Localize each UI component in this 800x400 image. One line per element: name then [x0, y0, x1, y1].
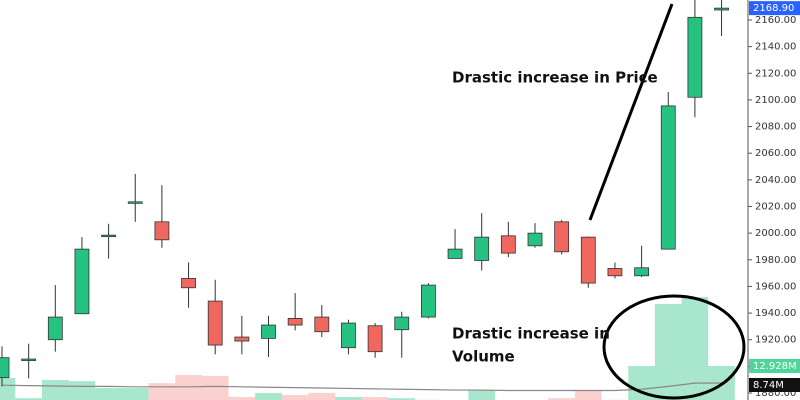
volume-bar: [255, 392, 282, 400]
candle-body: [261, 324, 276, 339]
candle-body: [47, 316, 63, 341]
candle-body: [234, 336, 250, 342]
candle-body: [207, 300, 223, 346]
value-tag-bg: [749, 1, 800, 16]
y-tick-label: 2080.00: [755, 122, 796, 133]
candle-body: [287, 318, 303, 326]
candle-body: [634, 267, 649, 277]
volume-bar: [121, 388, 149, 400]
y-axis: 2160.00 2140.00 2120.00 2100.00 2080.00 2060.…: [748, 15, 796, 399]
y-tick-label: 1980.00: [755, 255, 796, 266]
volume-bar: [228, 396, 256, 400]
y-tick-label: 1940.00: [755, 308, 796, 319]
volume-bar: [388, 398, 416, 400]
y-tick-label: 1880.00: [755, 388, 796, 399]
volume-bar: [654, 303, 682, 400]
y-tick-label: 2140.00: [755, 42, 796, 53]
y-tick-label: 1960.00: [755, 281, 796, 292]
volume-bar: [0, 377, 16, 400]
candle-layer: [0, 0, 729, 387]
candle-body: [127, 201, 143, 204]
annotation: Drastic increase in Price: [452, 69, 658, 87]
candle-body: [660, 105, 676, 250]
volume-bar: [68, 381, 96, 400]
candle-body: [341, 322, 356, 349]
value-tag-bg: [749, 377, 800, 392]
candle-body: [74, 248, 90, 315]
value-tag-bg: [749, 358, 800, 373]
candle-body: [447, 248, 463, 259]
volume-bar: [574, 390, 602, 400]
volume-bar: [15, 398, 42, 400]
volume-bar: [548, 398, 575, 400]
candle-body: [0, 357, 10, 379]
volume-bar: [468, 390, 496, 400]
y-tick-label: 2060.00: [755, 148, 796, 159]
annotation: Volume: [452, 348, 515, 366]
candle-body: [101, 234, 116, 238]
candle-body: [500, 235, 516, 254]
volume-ma-line: [1, 382, 722, 392]
volume-bar: [361, 396, 389, 400]
candle-body: [580, 236, 596, 284]
value-tag: 8.74M: [753, 380, 784, 391]
candle-body: [607, 268, 623, 277]
candle-body: [314, 316, 330, 333]
candle-body: [687, 16, 703, 98]
candle-body: [420, 284, 436, 318]
volume-bar: [148, 383, 176, 400]
y-tick-label: 2160.00: [755, 15, 796, 26]
y-tick-label: 2000.00: [755, 228, 796, 239]
candle-body: [394, 316, 410, 331]
candle-body: [21, 358, 37, 361]
candle-body: [554, 221, 570, 253]
candle-body: [714, 7, 729, 11]
candle-body: [474, 236, 490, 261]
volume-bar: [308, 392, 336, 400]
volume-bar: [95, 388, 122, 400]
y-tick-label: 2100.00: [755, 95, 796, 106]
value-tag: 12.928M: [753, 361, 797, 372]
volume-layer: [0, 297, 735, 400]
volume-bar: [335, 396, 362, 400]
volume-bar: [175, 375, 202, 400]
arrow-line: [588, 3, 674, 221]
volume-bar: [281, 394, 309, 400]
axis-panel: [748, 0, 800, 400]
annotation: Drastic increase in: [452, 325, 610, 343]
candle-body: [181, 278, 196, 289]
volume-bar: [41, 379, 69, 400]
highlight-ellipse: [602, 294, 746, 400]
y-tick-label: 2020.00: [755, 201, 796, 212]
y-tick-label: 2120.00: [755, 68, 796, 79]
candle-body: [367, 325, 383, 353]
y-tick-label: 2040.00: [755, 175, 796, 186]
volume-bar: [201, 375, 229, 400]
value-tag: 2168.90: [753, 3, 794, 14]
candle-body: [527, 232, 543, 247]
candle-body: [154, 221, 170, 241]
y-tick-label: 1920.00: [755, 335, 796, 346]
